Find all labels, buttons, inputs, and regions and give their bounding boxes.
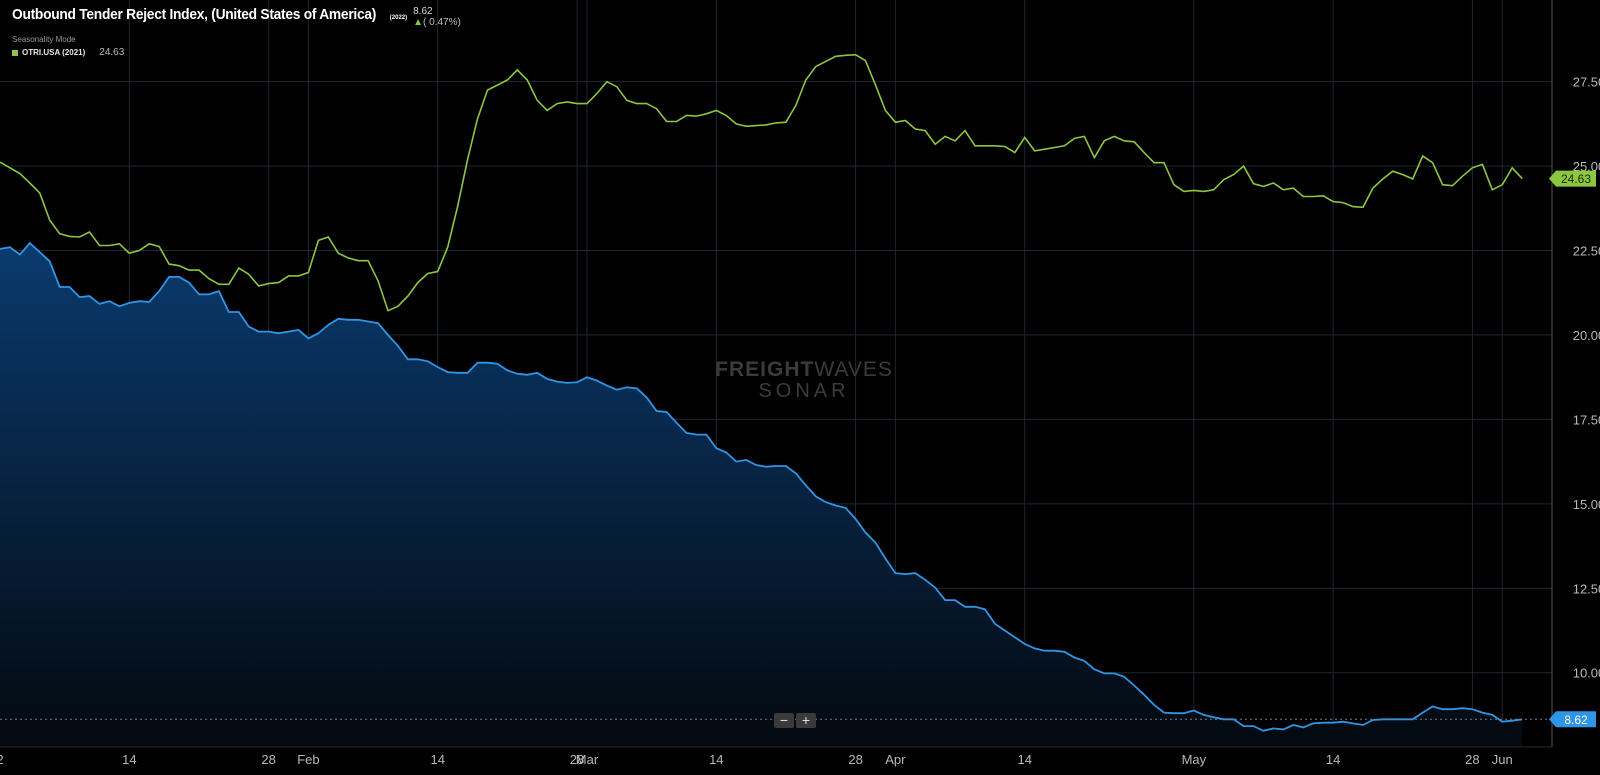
- legend-value: 24.63: [99, 47, 125, 58]
- series-2022-line[interactable]: [0, 241, 1523, 732]
- chart-title: Outbound Tender Reject Index, (United St…: [12, 6, 377, 23]
- x-tick-label: 14: [1017, 752, 1031, 767]
- up-arrow-icon: ▲: [413, 17, 424, 28]
- last-value-tags: 8.62 24.63: [1549, 170, 1596, 728]
- x-tick-label: 28: [570, 752, 584, 767]
- x-tick-label: 28: [261, 752, 275, 767]
- legend-item-2021[interactable]: OTRI.USA (2021) 24.63: [12, 47, 124, 58]
- tag-text: 24.63: [1561, 172, 1591, 186]
- title-year: (2022): [389, 15, 408, 21]
- tag-shape: [1549, 711, 1596, 728]
- x-tick-label: Feb: [297, 752, 319, 767]
- y-tick-label: 15.00: [1573, 497, 1600, 512]
- x-tick-label: 14: [122, 752, 136, 767]
- x-tick-label: 14: [431, 752, 445, 767]
- zoom-out-button[interactable]: −: [774, 713, 794, 728]
- current-value: 8.62: [413, 6, 433, 17]
- change-value: ▲( 0.47%): [413, 17, 461, 28]
- x-tick-label: 2: [0, 752, 4, 767]
- legend-swatch: [12, 49, 18, 56]
- change-text: ( 0.47%): [423, 17, 461, 28]
- y-tick-label: 17.50: [1573, 412, 1600, 427]
- chart-header: Outbound Tender Reject Index, (United St…: [12, 6, 461, 28]
- tag-shape: [1549, 170, 1596, 187]
- series-2021-line[interactable]: [0, 53, 1523, 312]
- y-tick-label: 10.00: [1573, 666, 1600, 681]
- x-axis: 21428Feb1428Mar1428Apr14May1428Jun: [0, 752, 1513, 767]
- y-tick-label: 20.00: [1573, 328, 1600, 343]
- last-value-tag: 24.63: [1549, 170, 1596, 187]
- y-tick-label: 27.50: [1573, 75, 1600, 90]
- x-tick-label: 28: [848, 752, 862, 767]
- legend-name: OTRI.USA (2021): [22, 48, 86, 57]
- zoom-controls: − +: [774, 713, 816, 728]
- x-tick-label: 14: [709, 752, 723, 767]
- zoom-in-button[interactable]: +: [796, 713, 816, 728]
- y-tick-label: 25.00: [1573, 159, 1600, 174]
- x-tick-label: Mar: [576, 752, 599, 767]
- seasonality-mode-label: Seasonality Mode: [12, 35, 76, 44]
- x-tick-label: Apr: [885, 752, 906, 767]
- last-value-tag: 8.62: [1549, 711, 1596, 728]
- y-tick-label: 12.50: [1573, 581, 1600, 596]
- x-tick-label: Jun: [1492, 752, 1513, 767]
- x-tick-label: May: [1182, 752, 1207, 767]
- y-tick-label: 22.50: [1573, 244, 1600, 259]
- x-tick-label: 28: [1465, 752, 1479, 767]
- header-values: 8.62 ▲( 0.47%): [413, 6, 461, 28]
- y-axis: 10.00 12.50 15.00 17.50 20.00 22.50 25.00 27.50: [0, 0, 1600, 748]
- series-2022-area: [0, 243, 1523, 747]
- tag-text: 8.62: [1564, 713, 1588, 727]
- x-tick-label: 14: [1326, 752, 1340, 767]
